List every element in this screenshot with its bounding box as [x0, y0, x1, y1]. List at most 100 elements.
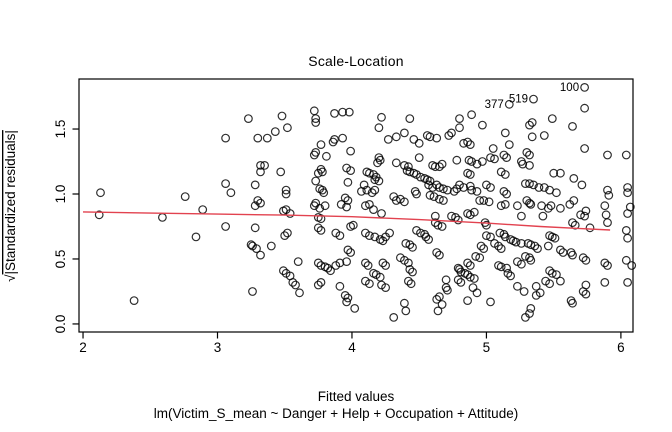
- data-point: [552, 188, 561, 198]
- x-tick-label: 5: [483, 340, 491, 355]
- data-point: [280, 231, 290, 241]
- data-point: [316, 214, 326, 224]
- data-point: [526, 304, 536, 313]
- data-point: [472, 186, 482, 196]
- data-point: [385, 228, 395, 238]
- data-point: [465, 140, 475, 150]
- data-point: [295, 288, 304, 298]
- data-point: [400, 197, 409, 207]
- data-point: [469, 207, 479, 217]
- data-point: [623, 278, 632, 287]
- data-point: [319, 188, 329, 198]
- data-point: [484, 197, 494, 207]
- data-point: [405, 114, 415, 123]
- data-point: [459, 138, 469, 148]
- data-point: [578, 287, 588, 296]
- data-point: [365, 168, 374, 178]
- data-point: [525, 160, 534, 170]
- data-point: [439, 184, 448, 194]
- data-point: [504, 140, 514, 150]
- data-point: [527, 118, 537, 127]
- data-point: [527, 132, 537, 142]
- data-point: [340, 193, 350, 203]
- data-point: [343, 196, 353, 205]
- data-point: [288, 278, 298, 287]
- data-point: [479, 196, 489, 205]
- data-point: [475, 253, 485, 263]
- data-point: [328, 137, 338, 147]
- data-point: [467, 185, 477, 195]
- data-point: [221, 179, 231, 189]
- data-point: [381, 261, 391, 270]
- data-point: [404, 258, 413, 268]
- data-point: [283, 123, 292, 133]
- data-point: [404, 276, 413, 286]
- data-point: [459, 183, 469, 192]
- data-point: [322, 151, 331, 161]
- data-point: [437, 222, 447, 231]
- data-point: [506, 271, 516, 281]
- data-point: [503, 268, 513, 278]
- data-point: [435, 162, 444, 172]
- data-point: [453, 275, 463, 285]
- data-point: [496, 201, 506, 211]
- x-tick-label: 4: [348, 340, 356, 355]
- data-point: [191, 232, 201, 242]
- data-point: [547, 114, 557, 123]
- data-point: [517, 238, 526, 248]
- data-point: [221, 222, 231, 231]
- data-point: [408, 242, 417, 252]
- data-point: [518, 159, 528, 169]
- data-point: [465, 170, 475, 179]
- data-point: [552, 270, 561, 280]
- data-point: [529, 180, 538, 190]
- data-point: [441, 275, 451, 285]
- data-point: [375, 155, 385, 165]
- data-point: [531, 281, 541, 291]
- data-point: [342, 257, 352, 267]
- data-point: [377, 209, 386, 218]
- data-point: [361, 258, 370, 268]
- data-point: [539, 131, 549, 140]
- data-point: [533, 244, 542, 254]
- data-point: [601, 210, 611, 220]
- data-point: [391, 158, 401, 168]
- data-point: [157, 212, 167, 222]
- data-point: [277, 111, 287, 121]
- data-point: [467, 157, 477, 166]
- data-point: [340, 291, 350, 300]
- data-point: [338, 107, 348, 117]
- data-point: [443, 185, 452, 195]
- data-point: [447, 128, 456, 138]
- data-point: [465, 261, 475, 270]
- y-tick-label: 0.0: [53, 315, 68, 334]
- data-point: [315, 203, 325, 213]
- x-tick-label: 6: [617, 340, 625, 355]
- data-point: [405, 265, 415, 274]
- data-point: [580, 144, 589, 153]
- data-point: [529, 94, 538, 104]
- outlier-point-label: 519: [509, 94, 528, 106]
- data-point: [547, 268, 557, 278]
- data-point: [369, 205, 378, 215]
- data-point: [502, 189, 512, 199]
- smooth-trend-line: [82, 211, 611, 231]
- data-point: [455, 123, 464, 133]
- data-point: [285, 209, 295, 218]
- data-point: [580, 103, 589, 113]
- data-point: [447, 211, 456, 221]
- data-point: [409, 134, 419, 144]
- data-point: [266, 241, 276, 251]
- data-point: [581, 289, 591, 299]
- data-point: [338, 133, 348, 143]
- data-point: [243, 114, 253, 123]
- data-point: [414, 138, 424, 148]
- data-point: [580, 82, 589, 92]
- data-point: [432, 248, 442, 257]
- data-point: [404, 162, 413, 172]
- data-point: [408, 267, 417, 277]
- data-point: [513, 281, 522, 291]
- data-point: [363, 261, 373, 270]
- data-point: [369, 170, 378, 179]
